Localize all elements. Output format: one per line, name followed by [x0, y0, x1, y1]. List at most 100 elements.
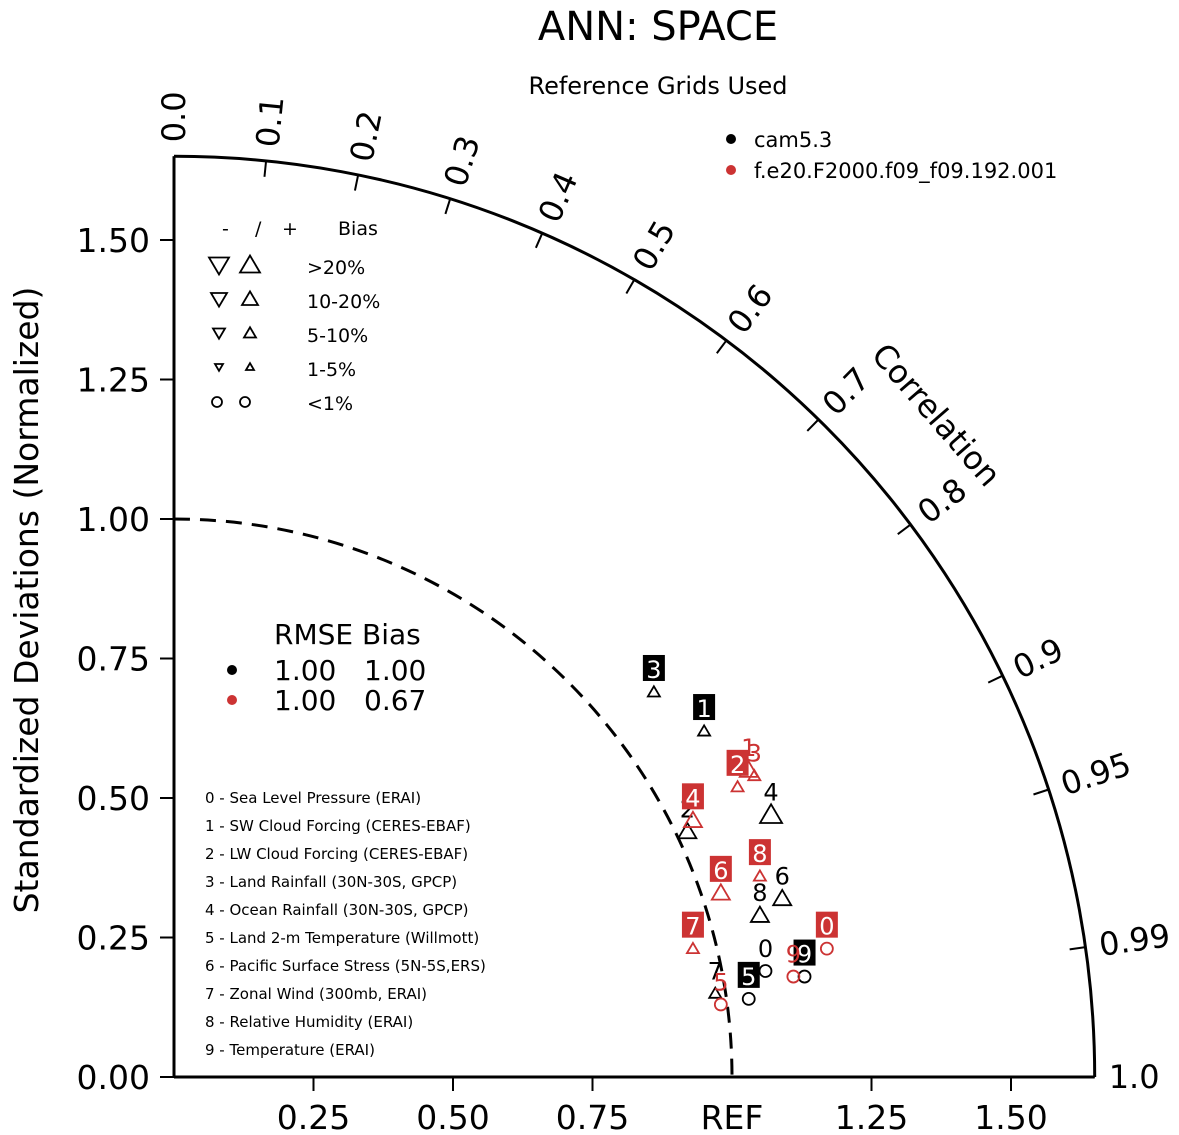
bias-legend-marker-pos: [238, 253, 262, 274]
correlation-tick-label: 0.6: [720, 277, 781, 341]
bias-legend-marker-neg: [211, 396, 223, 408]
bias-legend-marker-pos: [240, 289, 260, 306]
bias-legend-header-slash: /: [255, 218, 262, 240]
y-tick-label: 0.75: [77, 640, 150, 679]
data-point-label-box: [726, 749, 749, 776]
x-tick-label: 0.50: [416, 1098, 489, 1135]
correlation-tick-label: 0.9: [1007, 630, 1069, 686]
data-point-marker: [758, 802, 784, 824]
variable-legend-item: 2 - LW Cloud Forcing (CERES-EBAF): [205, 845, 468, 863]
reference-arc: [173, 517, 734, 1078]
rmse-legend-rmse: 1.00: [274, 654, 336, 687]
outer-arc: [173, 154, 1097, 1078]
variable-legend-item: 5 - Land 2-m Temperature (Willmott): [205, 929, 479, 947]
data-point-label-box: [709, 855, 732, 882]
data-point-marker: [741, 991, 756, 1006]
correlation-tick-label: 0.0: [155, 91, 193, 142]
data-point-label: 5: [741, 963, 756, 991]
rmse-legend-dot: [227, 665, 237, 675]
data-point-marker: [707, 985, 723, 999]
bias-legend-header-minus: -: [222, 218, 229, 240]
variable-legend-item: 6 - Pacific Surface Stress (5N-5S,ERS): [205, 957, 486, 975]
data-point-label: 9: [797, 941, 812, 969]
axes: 0.000.250.500.751.001.251.500.25 0.50 0.75…: [7, 91, 1173, 1135]
data-point-label-box: [748, 839, 771, 866]
correlation-tick: [444, 198, 452, 215]
data-point-label-box: [681, 911, 704, 938]
correlation-tick-label: 0.8: [910, 470, 974, 531]
case-legend-dot: [726, 165, 736, 175]
correlation-tick: [534, 232, 544, 249]
y-tick-label: 0.50: [77, 779, 150, 818]
correlation-tick: [897, 523, 912, 535]
rmse-legend-bias: 1.00: [364, 654, 426, 687]
data-point-marker: [646, 684, 662, 698]
data-point-label: 8: [752, 840, 767, 868]
bias-legend-label: 5-10%: [307, 325, 368, 347]
data-point-marker: [786, 969, 801, 984]
bias-legend-label: 1-5%: [307, 359, 356, 381]
y-axis-title: Standardized Deviations (Normalized): [7, 287, 46, 914]
correlation-tick: [1069, 946, 1086, 951]
data-point-label: 5: [713, 968, 728, 996]
ref-label: REF: [701, 1098, 764, 1135]
correlation-tick: [1033, 788, 1049, 796]
data-point-marker: [685, 941, 701, 955]
y-tick-label: 1.50: [77, 221, 150, 260]
variable-legend-item: 9 - Temperature (ERAI): [205, 1041, 375, 1059]
data-point-label-box: [737, 961, 760, 988]
correlation-tick-label: 0.1: [249, 94, 292, 148]
bias-legend-marker-pos: [242, 325, 258, 339]
data-point-label-box: [681, 783, 704, 810]
data-point-label: 1: [696, 695, 711, 723]
data-point-marker: [682, 809, 704, 828]
correlation-tick-label: 0.99: [1097, 916, 1173, 964]
correlation-tick-label: 0.7: [815, 360, 878, 423]
rmse-legend-rmse: 1.00: [274, 684, 336, 717]
bias-legend-marker-pos: [239, 396, 251, 408]
case-legend-dot: [726, 134, 736, 144]
correlation-tick-label: 0.95: [1056, 745, 1136, 803]
data-point-label: 6: [775, 862, 790, 890]
bias-legend-label: 10-20%: [307, 291, 380, 313]
correlation-tick-label: 0.4: [530, 166, 585, 228]
y-tick-label: 1.25: [77, 361, 150, 400]
correlation-tick: [806, 418, 820, 432]
bias-legend-marker-pos: [244, 361, 256, 371]
rmse-legend-bias: 0.67: [364, 684, 426, 717]
chart-title: ANN: SPACE: [538, 4, 778, 50]
data-point-marker: [696, 723, 712, 737]
x-tick-label: 0.25: [277, 1098, 350, 1135]
bias-legend-marker-neg: [209, 292, 229, 309]
bias-legend-marker-neg: [213, 363, 225, 373]
data-point-marker: [730, 779, 746, 793]
data-point-label: 4: [685, 784, 700, 812]
data-point-label: 3: [646, 656, 661, 684]
data-point-marker: [819, 941, 834, 956]
variable-legend-item: 1 - SW Cloud Forcing (CERES-EBAF): [205, 817, 471, 835]
data-point-label: 0: [758, 935, 773, 963]
y-tick-label: 0.25: [77, 919, 150, 958]
data-point-label-box: [642, 654, 665, 681]
data-point-marker: [746, 768, 762, 782]
data-point-label: 3: [747, 740, 762, 768]
variable-legend-item: 4 - Ocean Rainfall (30N-30S, GPCP): [205, 901, 469, 919]
data-point-label: 6: [713, 857, 728, 885]
correlation-tick-label: 0.5: [625, 214, 683, 277]
variable-legend-item: 7 - Zonal Wind (300mb, ERAI): [205, 985, 427, 1003]
variable-legend-item: 0 - Sea Level Pressure (ERAI): [205, 789, 421, 807]
data-point-marker: [752, 868, 768, 882]
data-point-marker: [758, 964, 773, 978]
data-point-label: 4: [763, 779, 778, 807]
data-point-marker: [676, 821, 698, 840]
case-legend-label: cam5.3: [754, 128, 832, 152]
data-point-label: 2: [730, 751, 745, 779]
case-legend-label: f.e20.F2000.f09_f09.192.001: [754, 159, 1057, 184]
bias-legend-marker-neg: [207, 256, 231, 277]
bias-legend-header-title: Bias: [338, 218, 378, 240]
data-point-label-box: [793, 939, 816, 966]
bias-legend-label: >20%: [307, 257, 365, 279]
correlation-tick: [625, 279, 636, 295]
